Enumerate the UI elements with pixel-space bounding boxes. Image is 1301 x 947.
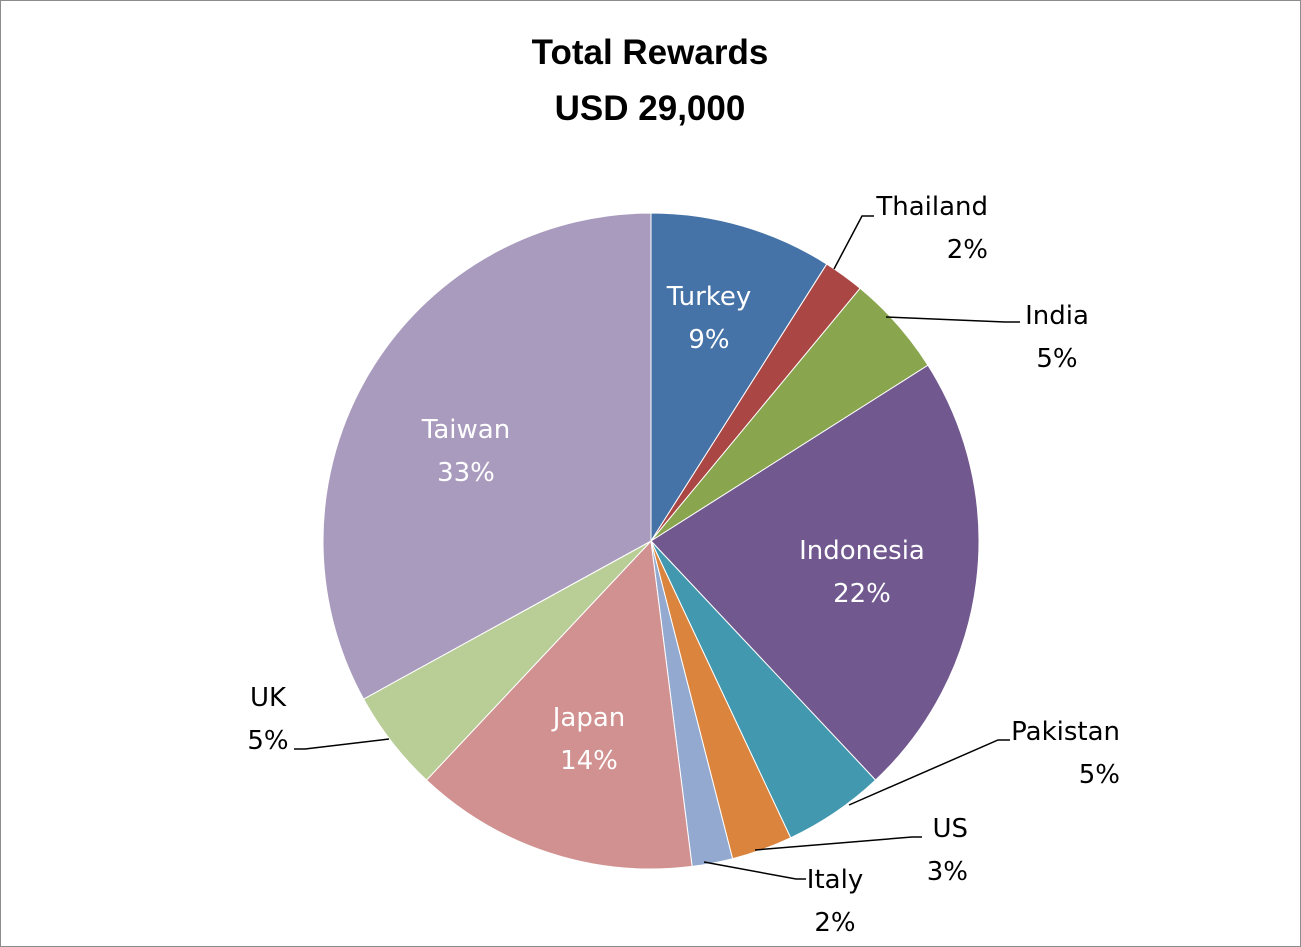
leader-line-us [754,836,922,851]
slice-label-italy: Italy [807,865,863,895]
slice-percent-indonesia: 22% [833,579,891,609]
chart-subtitle: USD 29,000 [555,89,746,128]
leader-line-pakistan [848,739,1010,806]
slice-labels: Turkey 9% Thailand 2% India 5% Indonesia 22% Pak… [247,192,1120,938]
slice-percent-pakistan: 5% [1079,760,1120,790]
chart-title: Total Rewards [532,33,769,72]
slice-percent-taiwan: 33% [437,458,495,488]
pie-slices [322,212,980,870]
slice-label-uk: UK [250,683,287,713]
slice-percent-india: 5% [1036,344,1077,374]
slice-label-indonesia: Indonesia [799,536,925,566]
slice-label-india: India [1025,301,1089,331]
leader-line-india [885,316,1020,323]
slice-japan [425,539,693,870]
leader-line-thailand [833,215,874,270]
slice-percent-italy: 2% [814,908,855,938]
slice-percent-japan: 14% [560,746,618,776]
leader-line-italy [703,861,806,880]
slice-label-japan: Japan [551,703,626,733]
slice-taiwan [322,212,652,700]
slice-percent-turkey: 9% [688,325,729,355]
slice-label-turkey: Turkey [666,282,752,312]
slice-label-thailand: Thailand [875,192,988,222]
slice-percent-uk: 5% [247,726,288,756]
slice-percent-thailand: 2% [947,235,988,265]
slice-percent-us: 3% [927,857,968,887]
slice-turkey [650,212,828,543]
leader-line-uk [294,738,390,750]
slice-label-taiwan: Taiwan [421,415,510,445]
slice-label-us: US [932,814,968,844]
slice-indonesia [650,364,980,781]
slice-label-pakistan: Pakistan [1011,717,1120,747]
leader-lines [294,215,1020,880]
